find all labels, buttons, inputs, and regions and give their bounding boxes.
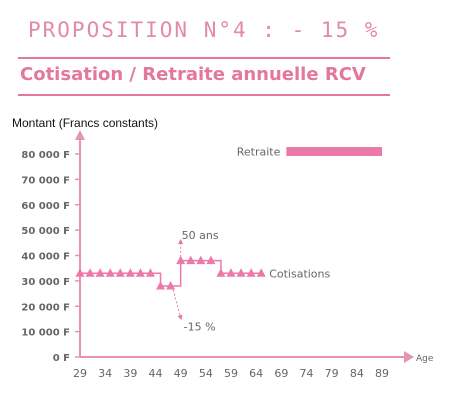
cotisations-point	[145, 268, 155, 277]
x-tick-label: 64	[249, 367, 263, 380]
y-tick-label: 0 F	[53, 353, 70, 364]
cotisations-point	[166, 280, 176, 290]
y-axis-label: Montant (Francs constants)	[12, 116, 159, 130]
cotisations-point	[256, 268, 266, 277]
annotation-minus-15: -15 %	[184, 321, 216, 334]
cotisations-line	[80, 259, 262, 287]
x-tick-label: 39	[123, 367, 137, 380]
x-tick-label: 44	[149, 367, 163, 380]
cotisations-point	[196, 255, 206, 265]
series-label-retraite: Retraite	[237, 145, 281, 158]
y-tick-label: 70 000 F	[21, 175, 70, 186]
cotisations-point	[85, 268, 95, 277]
y-tick-label: 20 000 F	[21, 302, 70, 313]
y-tick-label: 30 000 F	[21, 277, 70, 288]
annotation-50-ans: 50 ans	[182, 229, 219, 242]
cotisations-point	[95, 268, 105, 277]
cotisations-point	[115, 268, 125, 277]
chart-subtitle: Cotisation / Retraite annuelle RCV	[20, 64, 366, 85]
cotisations-point	[226, 268, 236, 277]
x-tick-label: 49	[174, 367, 188, 380]
x-axis-arrow	[404, 351, 414, 363]
cotisations-point	[246, 268, 256, 277]
cotisations-point	[135, 268, 145, 277]
cotisations-point	[156, 280, 166, 290]
cotisations-point	[125, 268, 135, 277]
x-tick-label: 59	[224, 367, 238, 380]
y-tick-label: 40 000 F	[21, 252, 70, 263]
x-tick-label: 84	[350, 367, 364, 380]
y-tick-label: 10 000 F	[21, 328, 70, 339]
cotisations-point	[105, 268, 115, 277]
x-tick-label: 29	[73, 367, 87, 380]
cotisations-point	[216, 268, 226, 277]
x-tick-label: 54	[199, 367, 213, 380]
x-tick-label: 79	[325, 367, 339, 380]
y-tick-label: 60 000 F	[21, 201, 70, 212]
series-label-cotisations: Cotisations	[269, 267, 330, 280]
cotisations-point	[75, 268, 85, 277]
cotisations-point	[176, 255, 186, 265]
x-tick-label: 89	[375, 367, 389, 380]
x-tick-label: 34	[98, 367, 112, 380]
cotisations-point	[236, 268, 246, 277]
y-tick-label: 80 000 F	[21, 150, 70, 161]
x-axis-label: Age	[416, 354, 434, 364]
y-axis-arrow	[75, 130, 85, 140]
x-tick-label: 69	[274, 367, 288, 380]
annotation-arrow-minus-15	[172, 289, 183, 321]
title-rule-bottom	[18, 94, 390, 96]
y-tick-label: 50 000 F	[21, 226, 70, 237]
title-rule-top	[18, 57, 390, 59]
cotisations-point	[206, 255, 216, 265]
x-tick-label: 74	[300, 367, 314, 380]
proposition-title: PROPOSITION N°4 : - 15 %	[28, 18, 380, 42]
cotisations-point	[186, 255, 196, 265]
